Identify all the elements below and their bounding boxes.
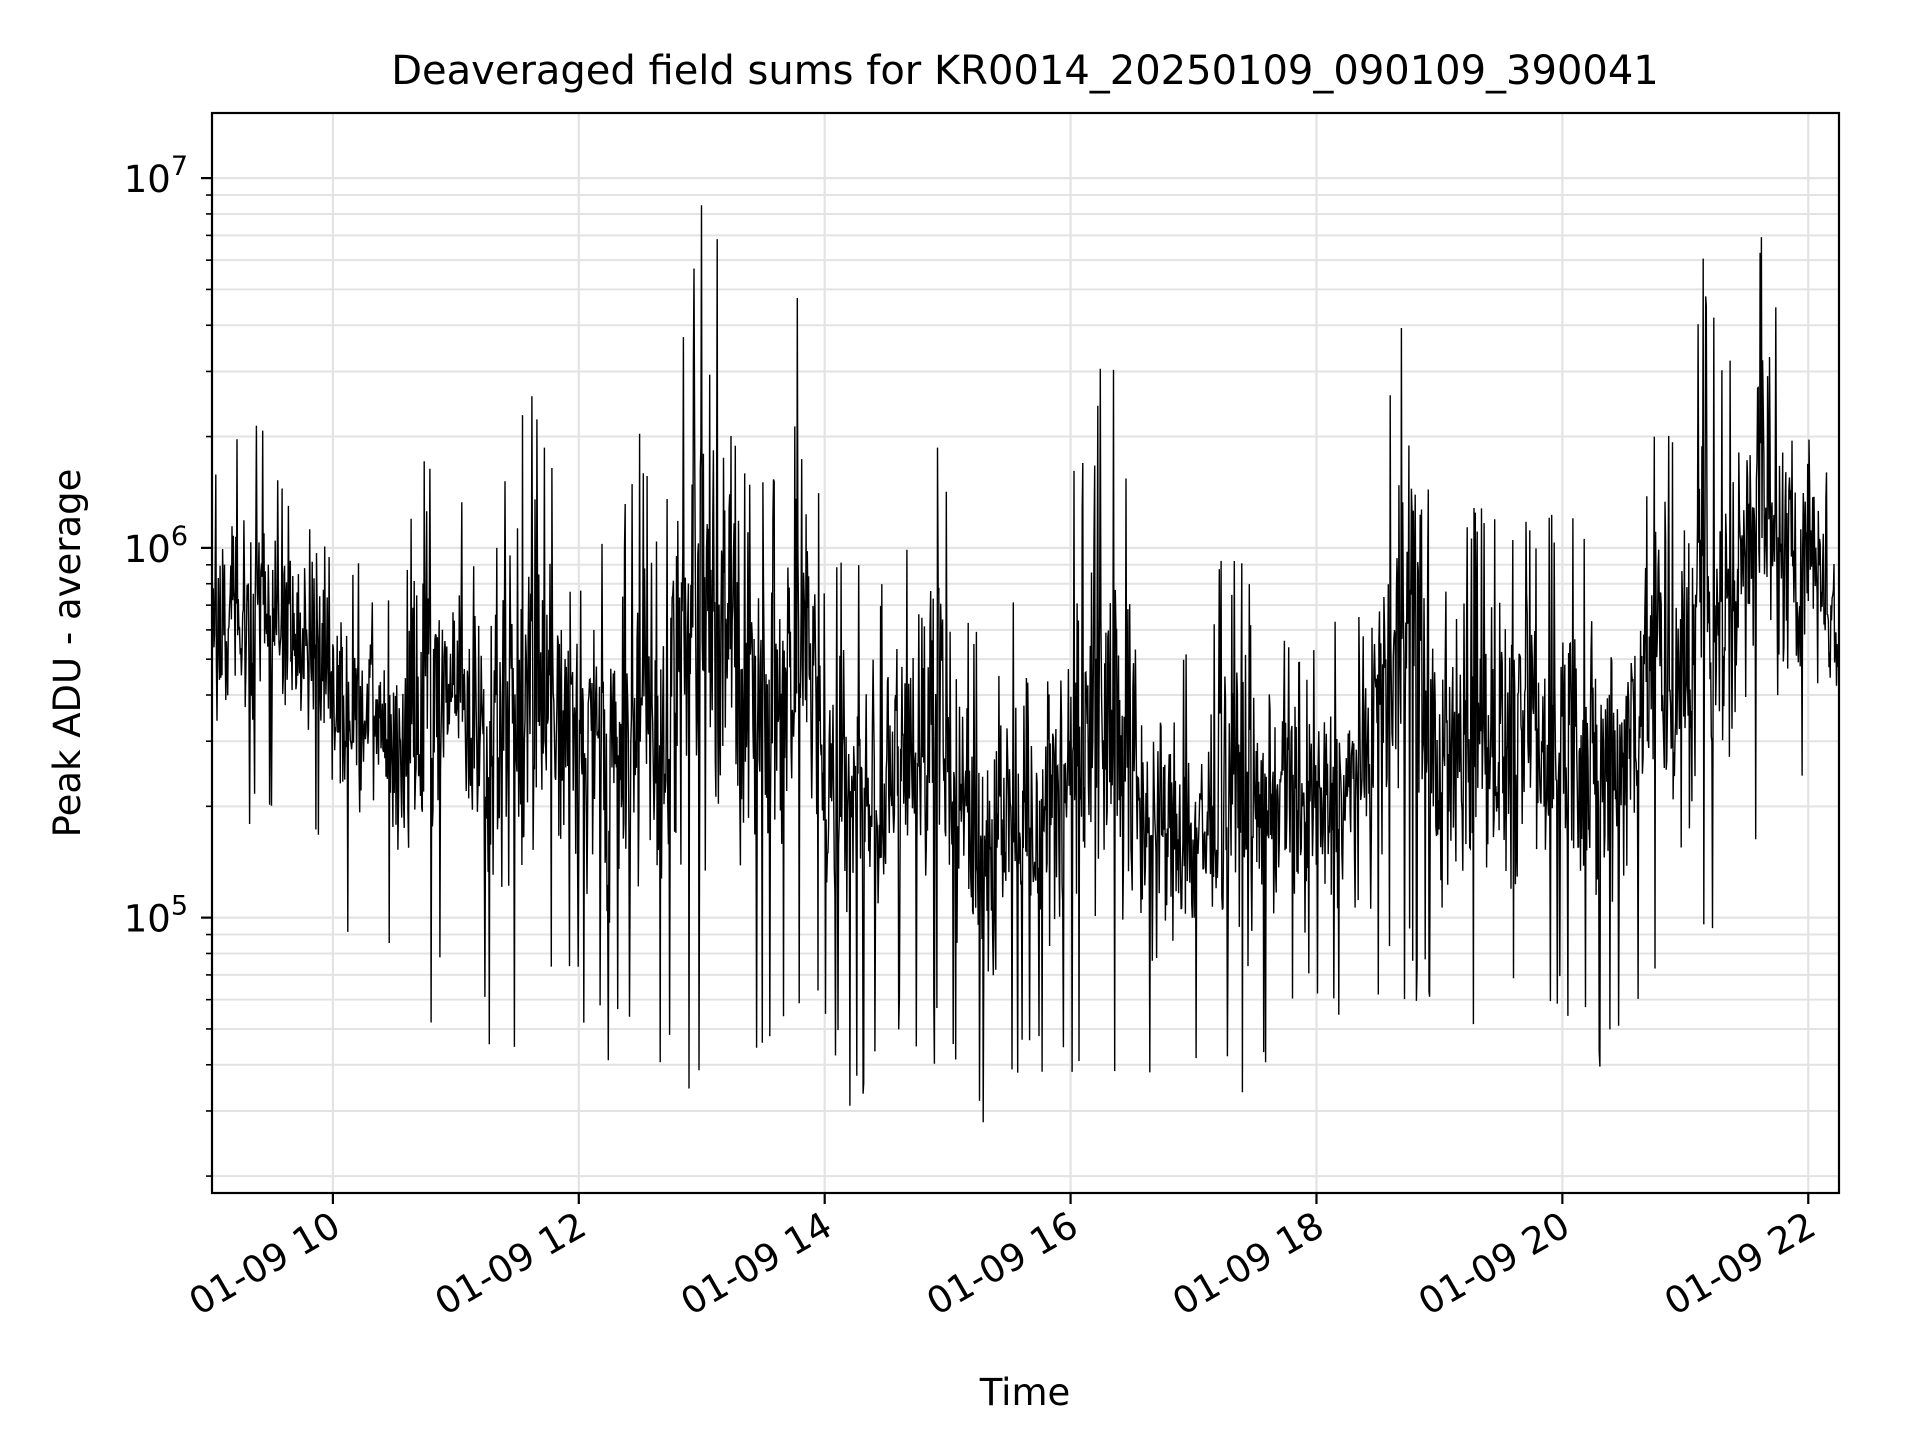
plot-frame (210, 111, 1841, 1195)
y-tick-label: 106 (124, 521, 188, 571)
x-axis-label: Time (979, 1371, 1071, 1414)
y-tick-label: 107 (124, 151, 188, 201)
chart-title: Deaveraged field sums for KR0014_2025010… (391, 48, 1659, 94)
series-line (212, 205, 1839, 1123)
y-axis: 105 106 107 (124, 151, 212, 1177)
y-tick-label: 105 (124, 891, 188, 941)
y-axis-label: Peak ADU - average (46, 469, 89, 838)
